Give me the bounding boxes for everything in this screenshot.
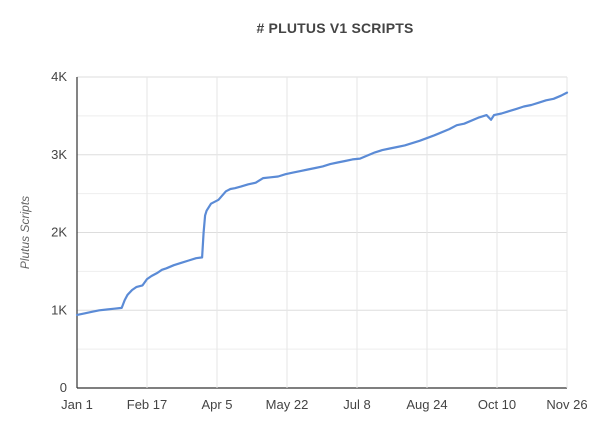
- x-tick-label: Apr 5: [201, 397, 232, 412]
- grid: [76, 76, 568, 389]
- x-axis: Jan 1 Feb 17 Apr 5 May 22 Jul 8 Aug 24 Oct 10 N…: [61, 397, 588, 412]
- x-tick-label: Jul 8: [343, 397, 370, 412]
- y-tick-label: 3K: [51, 147, 67, 162]
- y-tick-label: 2K: [51, 225, 67, 240]
- series-line: [75, 91, 569, 316]
- x-tick-label: May 22: [266, 397, 309, 412]
- series-layer: [75, 91, 569, 316]
- x-tick-label: Aug 24: [406, 397, 447, 412]
- x-tick-label: Oct 10: [478, 397, 516, 412]
- y-tick-label: 4K: [51, 69, 67, 84]
- y-tick-label: 1K: [51, 302, 67, 317]
- y-axis-title: Plutus Scripts: [18, 196, 32, 269]
- x-tick-label: Nov 26: [546, 397, 587, 412]
- y-axis: 0 1K 2K 3K 4K: [51, 69, 67, 395]
- y-tick-label: 0: [60, 380, 67, 395]
- x-tick-label: Jan 1: [61, 397, 93, 412]
- chart-title: # PLUTUS V1 SCRIPTS: [256, 20, 414, 36]
- x-tick-label: Feb 17: [127, 397, 167, 412]
